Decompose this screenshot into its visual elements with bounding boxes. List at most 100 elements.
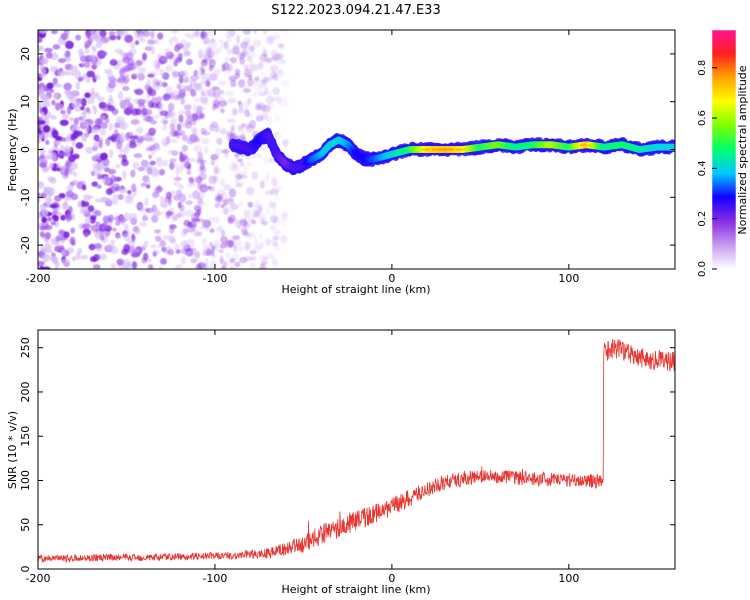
noise-blob	[245, 124, 255, 133]
noise-blob	[108, 168, 117, 175]
noise-blob	[51, 30, 58, 35]
noise-blob	[256, 101, 265, 110]
noise-blob	[115, 220, 121, 226]
x-tick-label: -200	[26, 272, 51, 285]
snr-x-ticks: -200 -100 0 100	[26, 330, 579, 585]
noise-blob	[235, 173, 240, 181]
noise-blob	[205, 78, 211, 87]
noise-blob	[91, 64, 97, 70]
noise-blob	[224, 150, 229, 158]
y-tick-label: -10	[19, 188, 32, 206]
noise-blob	[183, 219, 191, 227]
noise-blob	[105, 188, 113, 196]
noise-blob	[60, 144, 65, 152]
noise-blob	[39, 30, 49, 34]
noise-blob	[199, 166, 207, 173]
noise-blob	[262, 30, 268, 35]
noise-blob	[202, 73, 211, 80]
noise-blob	[202, 219, 212, 228]
noise-blob	[98, 174, 104, 180]
noise-blob	[243, 64, 249, 71]
noise-blob	[119, 51, 125, 56]
noise-blob	[60, 250, 67, 256]
noise-blob	[96, 184, 102, 189]
noise-blob	[276, 53, 284, 60]
noise-blob	[203, 48, 211, 55]
noise-blob	[178, 130, 186, 136]
noise-blob	[204, 257, 209, 265]
noise-blob	[120, 79, 125, 86]
noise-blob	[269, 188, 279, 196]
noise-blob	[251, 209, 260, 218]
noise-blob	[184, 209, 194, 217]
y-tick-label: 200	[19, 381, 32, 402]
noise-blob	[177, 166, 183, 173]
colorbar-tick-label: 0.0	[697, 261, 708, 277]
noise-blob	[224, 57, 233, 62]
noise-blob	[260, 112, 269, 121]
noise-blob	[38, 37, 43, 44]
noise-blob	[220, 41, 227, 48]
noise-blob	[172, 212, 177, 220]
noise-blob	[150, 46, 156, 55]
noise-blob	[70, 239, 75, 246]
noise-blob	[146, 131, 156, 137]
noise-blob	[183, 104, 192, 111]
noise-blob	[40, 94, 47, 101]
noise-blob	[174, 264, 183, 269]
noise-blob	[194, 250, 201, 259]
colorbar-tick-label: 0.2	[697, 211, 708, 227]
noise-blob	[133, 72, 143, 78]
noise-blob	[139, 221, 148, 227]
noise-blob	[116, 141, 123, 150]
noise-blob	[237, 158, 244, 163]
noise-blob	[66, 184, 74, 192]
noise-blob	[168, 37, 173, 46]
noise-blob	[130, 169, 136, 178]
noise-blob	[153, 249, 161, 255]
noise-blob	[176, 132, 181, 139]
x-tick-label: -200	[26, 572, 51, 585]
noise-blob	[182, 144, 187, 151]
noise-blob	[132, 161, 140, 170]
noise-blob	[258, 82, 263, 89]
noise-blob	[72, 153, 80, 160]
noise-blob	[214, 147, 223, 156]
noise-blob	[269, 253, 275, 260]
spectrogram-x-axis-label: Height of straight line (km)	[281, 283, 430, 296]
x-tick-label: 100	[558, 272, 579, 285]
noise-blob	[122, 232, 131, 242]
noise-blob	[181, 256, 187, 266]
noise-blob	[81, 136, 88, 143]
noise-blob	[46, 82, 54, 89]
noise-blob	[210, 154, 219, 160]
noise-blob	[83, 120, 89, 127]
noise-blob	[162, 122, 167, 132]
noise-blob	[238, 107, 244, 114]
noise-blob	[198, 68, 203, 76]
noise-blob	[131, 119, 138, 125]
noise-blob	[128, 142, 137, 149]
y-tick-label: 150	[19, 426, 32, 447]
noise-blob	[40, 57, 47, 65]
noise-blob	[184, 32, 191, 38]
noise-blob	[159, 169, 166, 176]
noise-blob	[140, 205, 145, 213]
noise-blob	[45, 51, 53, 59]
noise-blob	[278, 43, 285, 50]
noise-blob	[38, 180, 45, 189]
noise-blob	[272, 34, 281, 41]
snr-frame	[37, 329, 676, 570]
noise-blob	[252, 30, 258, 34]
noise-blob	[182, 50, 188, 58]
noise-blob	[104, 119, 109, 124]
noise-blob	[213, 67, 221, 76]
noise-blob	[202, 58, 209, 63]
noise-blob	[262, 143, 268, 151]
noise-blob	[164, 47, 171, 56]
noise-blob	[43, 224, 53, 230]
noise-blob	[82, 223, 92, 230]
x-tick-label: 0	[388, 572, 395, 585]
